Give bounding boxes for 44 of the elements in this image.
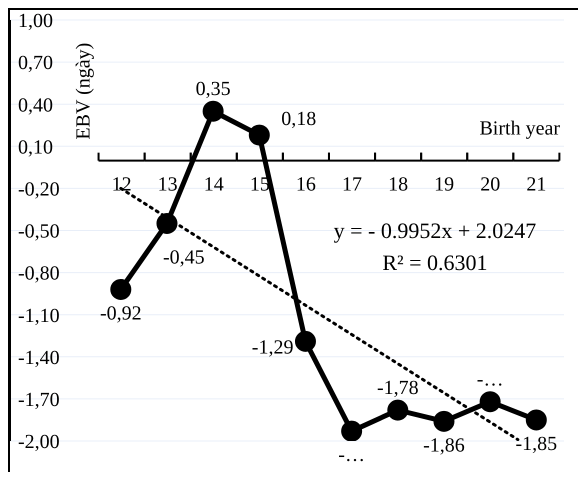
point — [480, 391, 501, 412]
x-tick-label: 14 — [204, 174, 224, 196]
data-label: -0,45 — [162, 246, 205, 268]
y-tick-label: -0,80 — [18, 262, 60, 285]
y-tick-label: 0,40 — [18, 94, 53, 116]
point — [526, 409, 547, 430]
data-label: -1,29 — [252, 336, 294, 358]
x-tick-label: 19 — [434, 174, 454, 196]
y-tick-label: 1,00 — [18, 10, 53, 32]
annotation: y = - 0.9952x + 2.0247 — [334, 218, 536, 244]
x-tick-label: 18 — [388, 174, 408, 196]
x-tick-label: 13 — [158, 174, 178, 196]
data-label: -1,86 — [423, 434, 465, 456]
point — [341, 420, 362, 441]
data-label: 0,18 — [281, 108, 316, 130]
data-label: -… — [476, 368, 504, 391]
x-tick-label: 17 — [342, 174, 362, 196]
annotation: R² = 0.6301 — [382, 250, 488, 276]
x-tick-label: 16 — [296, 174, 316, 196]
data-label: -1,85 — [515, 432, 558, 455]
y-tick-label: -1,40 — [18, 346, 60, 369]
y-tick-label: -1,70 — [18, 389, 60, 411]
point — [433, 410, 454, 432]
point — [387, 400, 408, 421]
data-label: 0,35 — [196, 78, 231, 100]
y-tick-label: -2,00 — [18, 431, 60, 454]
x-axis-title: Birth year — [479, 118, 560, 140]
data-label: -0,92 — [100, 302, 142, 324]
y-tick-label: 0,70 — [18, 52, 53, 74]
data-label: -1,78 — [376, 377, 419, 400]
point — [294, 330, 316, 352]
y-tick-label: -1,10 — [18, 304, 60, 327]
x-tick-label: 12 — [112, 174, 132, 196]
data-label: -… — [338, 444, 365, 466]
point — [202, 100, 224, 122]
y-tick-label: 0,10 — [18, 136, 53, 158]
x-tick-label: 21 — [526, 174, 546, 196]
y-tick-label: -0,50 — [18, 220, 60, 243]
point — [110, 278, 132, 300]
point — [248, 124, 270, 146]
x-tick-label: 20 — [480, 174, 500, 196]
point — [156, 212, 178, 234]
y-tick-label: -0,20 — [18, 178, 60, 200]
y-axis-title: EBV (ngày) — [72, 42, 94, 140]
